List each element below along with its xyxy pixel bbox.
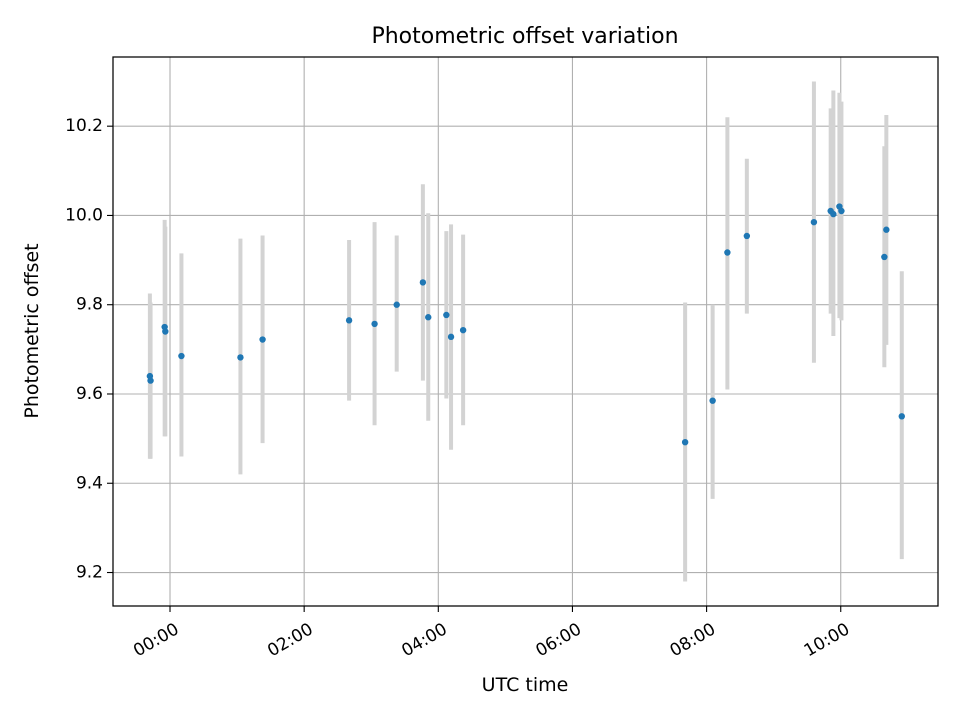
plot-frame [112, 56, 939, 607]
data-point [147, 377, 154, 384]
data-point [259, 336, 266, 343]
data-point [371, 320, 378, 328]
y-tick-label: 10.2 [65, 116, 103, 136]
data-point [838, 207, 845, 215]
y-tick-label: 9.8 [76, 295, 103, 315]
data-points [146, 203, 905, 446]
data-point [709, 397, 716, 404]
data-point [898, 413, 905, 420]
data-point [162, 328, 169, 335]
data-point [419, 279, 427, 286]
data-point [443, 311, 450, 319]
data-point [830, 210, 837, 218]
data-point [237, 354, 244, 361]
data-point [345, 317, 353, 324]
data-point [425, 314, 432, 321]
data-point [743, 232, 751, 240]
y-axis-ticks: 9.2 9.4 9.6 9.8 10.0 10.2 [65, 116, 113, 583]
data-point [681, 438, 689, 446]
y-axis-label: Photometric offset [21, 243, 43, 418]
data-point [810, 218, 818, 226]
y-tick-label: 9.2 [76, 563, 103, 583]
data-point [724, 249, 731, 256]
x-axis-label: UTC time [482, 674, 569, 696]
data-point [447, 333, 455, 341]
data-point [459, 326, 467, 334]
data-point [393, 301, 400, 308]
y-tick-label: 9.4 [76, 473, 103, 493]
data-point [881, 253, 888, 261]
y-tick-label: 10.0 [65, 205, 103, 225]
data-point [178, 352, 185, 360]
y-tick-label: 9.6 [76, 384, 103, 404]
chart-title: Photometric offset variation [371, 24, 678, 49]
data-point [883, 226, 890, 233]
